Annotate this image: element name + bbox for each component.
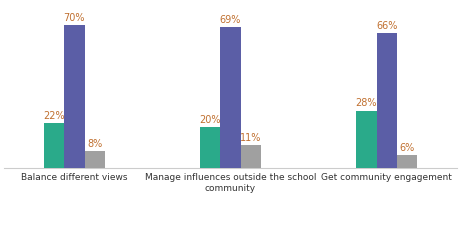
Text: 70%: 70% xyxy=(63,13,85,23)
Text: 6%: 6% xyxy=(400,144,415,154)
Text: 66%: 66% xyxy=(376,21,397,31)
Bar xyxy=(85,151,105,168)
Bar xyxy=(356,110,376,168)
Text: 8%: 8% xyxy=(87,139,102,149)
Bar xyxy=(241,145,261,168)
Text: 69%: 69% xyxy=(220,15,241,25)
Text: 28%: 28% xyxy=(356,99,377,108)
Bar xyxy=(200,127,220,168)
Text: 22%: 22% xyxy=(43,111,65,121)
Text: 20%: 20% xyxy=(199,115,221,125)
Bar xyxy=(64,25,85,168)
Text: 11%: 11% xyxy=(240,133,261,143)
Bar xyxy=(376,33,397,168)
Bar xyxy=(220,27,241,168)
Bar xyxy=(397,155,417,168)
Bar xyxy=(44,123,64,168)
